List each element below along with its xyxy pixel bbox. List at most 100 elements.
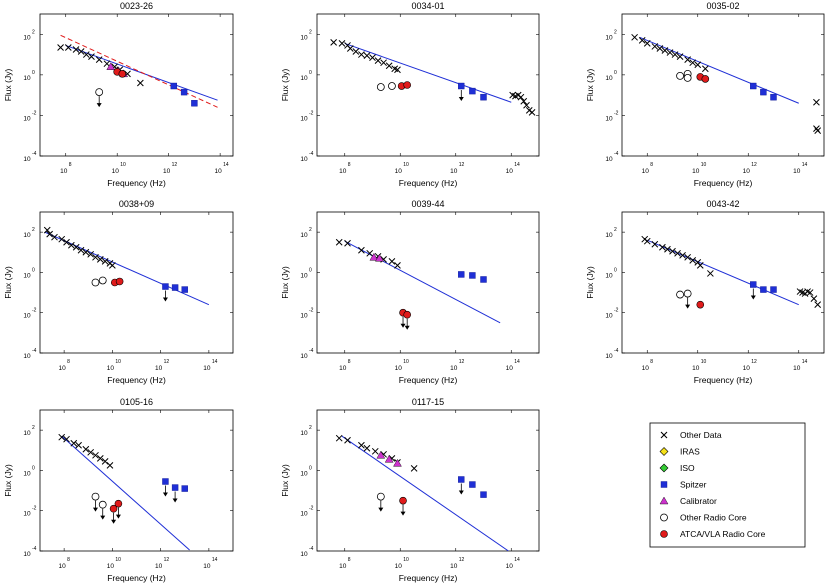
x-axis-label: Frequency (Hz) [107, 178, 166, 188]
x-tick-exponent: 8 [69, 162, 72, 168]
other-data-point [363, 52, 371, 59]
other-data-point [385, 62, 393, 70]
panel-title: 0035-02 [706, 1, 739, 11]
spitzer-point [458, 82, 465, 90]
x-tick-exponent: 12 [751, 359, 757, 365]
panel-title: 0105-16 [120, 397, 153, 407]
legend: Other Data IRAS ISO Spitzer Calibrator Other … [649, 422, 806, 548]
x-tick-label: 10 [506, 365, 514, 372]
y-tick-exponent: 2 [309, 29, 312, 35]
spitzer-point [458, 271, 465, 278]
y-axis-label: Flux (Jy) [280, 69, 290, 102]
x-tick-exponent: 10 [115, 557, 121, 563]
other-radio-core-point [98, 276, 107, 285]
x-tick-exponent: 14 [514, 162, 520, 168]
y-tick-label: 10 [23, 353, 31, 360]
x-tick-label: 10 [339, 365, 347, 372]
calibrator-point [384, 454, 394, 463]
panel-title: 0038+09 [119, 199, 154, 209]
other-data-point [528, 109, 536, 116]
plot-frame [316, 409, 540, 552]
plot-area [58, 433, 190, 551]
x-tick-exponent: 12 [164, 359, 170, 365]
upper-limit-arrowhead [162, 297, 168, 302]
other-data-point [374, 57, 382, 65]
upper-limit-arrowhead [92, 507, 98, 512]
upper-limit-arrowhead [378, 507, 384, 512]
x-axis-label: Frequency (Hz) [399, 178, 458, 188]
spitzer-point [171, 284, 179, 291]
other-data-point [696, 262, 704, 269]
other-data-point [701, 65, 709, 73]
upper-limit-arrowhead [100, 515, 106, 520]
other-radio-core-point [683, 289, 692, 298]
spitzer-point [170, 82, 178, 90]
other-radio-core-point [683, 74, 692, 82]
other-data-point [651, 240, 659, 248]
other-data-point [358, 51, 365, 58]
x-tick-exponent: 10 [403, 162, 409, 168]
other-data-point [814, 127, 822, 134]
other-data-point [651, 43, 659, 50]
calibrator-point [375, 253, 384, 262]
y-tick-exponent: -2 [309, 506, 314, 512]
y-tick-exponent: -2 [614, 308, 619, 314]
other-data-point [813, 98, 820, 106]
other-data-point [95, 56, 103, 63]
x-tick-label: 10 [692, 365, 700, 372]
x-tick-label: 10 [59, 563, 67, 570]
x-tick-label: 10 [793, 168, 801, 175]
y-tick-label: 10 [300, 272, 308, 279]
spitzer-point [480, 491, 487, 498]
y-tick-exponent: 0 [309, 465, 312, 471]
legend-box [649, 422, 806, 548]
fit-line [344, 42, 512, 103]
y-tick-label: 10 [23, 232, 31, 239]
y-axis-label: Flux (Jy) [280, 464, 290, 497]
other-data-point [523, 101, 530, 109]
panel-title: 0023-26 [120, 1, 153, 11]
other-data-point [106, 462, 114, 469]
plot-frame [39, 13, 234, 157]
x-tick-label: 10 [339, 563, 347, 570]
x-tick-exponent: 8 [67, 557, 70, 563]
plot-area [335, 238, 501, 330]
x-tick-label: 10 [112, 168, 120, 175]
atca-vla-core-point [115, 277, 124, 286]
x-tick-label: 10 [692, 168, 700, 175]
y-tick-exponent: -2 [614, 110, 619, 116]
upper-limit-arrowhead [750, 295, 756, 300]
atca-vla-core-point [399, 496, 407, 505]
y-tick-label: 10 [23, 430, 31, 437]
fit-line [61, 435, 190, 551]
fit-line [639, 36, 799, 104]
y-tick-exponent: -2 [32, 506, 37, 512]
x-tick-label: 10 [215, 168, 223, 175]
x-tick-exponent: 14 [212, 557, 218, 563]
plot-area [330, 39, 536, 116]
other-data-point [88, 53, 95, 60]
other-radio-core-point [376, 83, 385, 91]
other-radio-core-point [388, 82, 396, 90]
atca-vla-core-point [403, 81, 411, 89]
y-tick-label: 10 [300, 551, 308, 558]
other-data-point [346, 45, 354, 52]
y-tick-label: 10 [300, 34, 308, 41]
y-tick-label: 10 [605, 34, 613, 41]
x-tick-label: 10 [107, 365, 115, 372]
fit-line-dashed [60, 34, 218, 108]
atca-vla-core-point [696, 300, 705, 309]
y-tick-exponent: 2 [614, 29, 617, 35]
spitzer-point [180, 88, 188, 96]
x-tick-label: 10 [59, 365, 67, 372]
x-tick-label: 10 [339, 168, 347, 175]
spitzer-point [760, 286, 767, 293]
x-tick-exponent: 10 [115, 359, 121, 365]
y-tick-exponent: 2 [614, 227, 617, 233]
other-data-point [101, 257, 109, 265]
legend-cross-icon [660, 431, 668, 439]
panel-0038+09: 0038+0910810101012101410210010-210-4Freq… [3, 199, 234, 385]
other-data-point [366, 249, 374, 257]
x-tick-label: 10 [642, 168, 650, 175]
